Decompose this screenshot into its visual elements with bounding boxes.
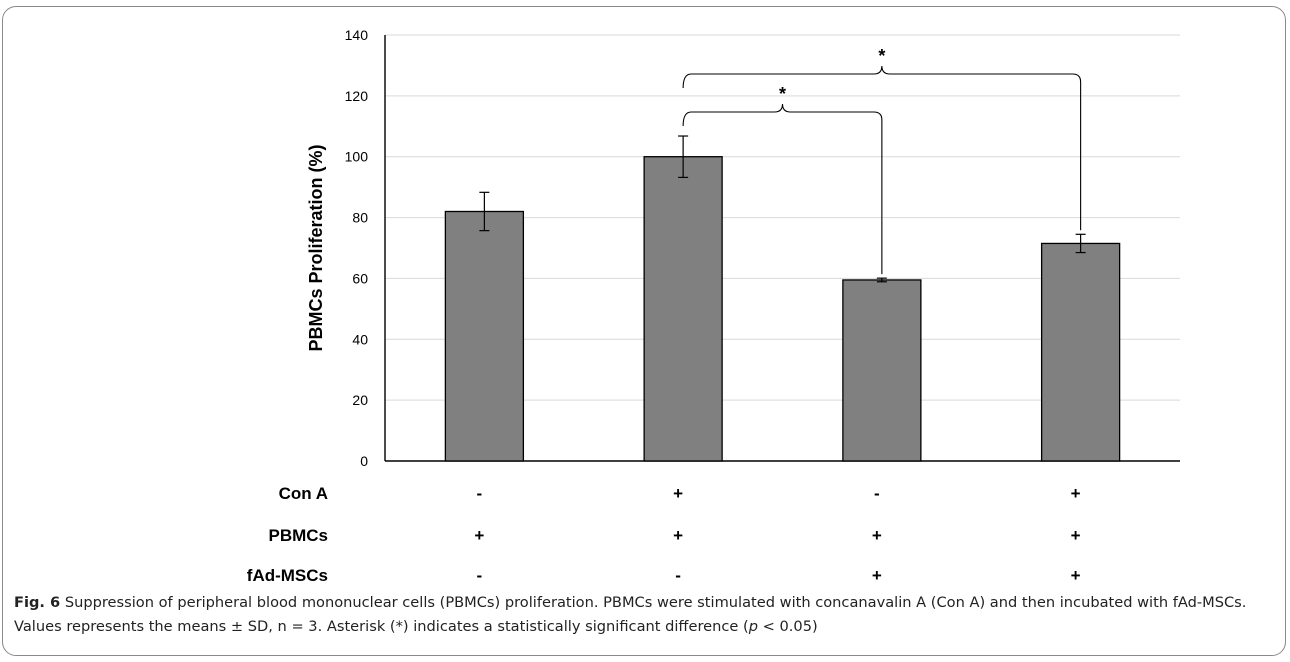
- figure-caption: Fig. 6 Suppression of peripheral blood m…: [14, 591, 1274, 639]
- significance-bracket: [682, 65, 1082, 231]
- condition-sign: +: [673, 526, 683, 545]
- y-axis-label: PBMCs Proliferation (%): [306, 144, 326, 351]
- y-tick-label: 80: [352, 210, 368, 226]
- condition-sign: +: [872, 566, 882, 585]
- significance-star: *: [878, 46, 885, 66]
- y-tick-label: 0: [360, 453, 368, 469]
- condition-sign: +: [1071, 566, 1081, 585]
- caption-text: Suppression of peripheral blood mononucl…: [14, 594, 1247, 635]
- condition-label: Con A: [279, 484, 328, 503]
- bar: [842, 279, 922, 462]
- condition-sign: +: [474, 526, 484, 545]
- condition-sign: +: [872, 526, 882, 545]
- y-tick-label: 40: [352, 331, 368, 347]
- caption-text-end: < 0.05): [757, 618, 818, 635]
- condition-sign: -: [675, 566, 681, 585]
- y-tick-label: 20: [352, 392, 368, 408]
- bar-chart: 0 20 40 60 80 100 120 140 PBMCs Proliferation (%…: [247, 27, 1180, 585]
- condition-sign: +: [1071, 526, 1081, 545]
- condition-sign: +: [1071, 484, 1081, 503]
- bar: [1040, 242, 1121, 462]
- significance-star: *: [779, 84, 786, 104]
- y-tick-label: 120: [345, 88, 369, 104]
- caption-p-symbol: p: [748, 618, 758, 635]
- condition-sign: -: [477, 484, 483, 503]
- y-tick-label: 140: [345, 27, 369, 43]
- y-tick-label: 100: [345, 149, 369, 165]
- bar: [444, 210, 525, 462]
- condition-sign: -: [874, 484, 880, 503]
- y-tick-label: 60: [352, 270, 368, 286]
- figure-label: Fig. 6: [14, 594, 61, 611]
- significance-bracket: [682, 103, 883, 275]
- bar: [643, 156, 723, 462]
- condition-label: fAd-MSCs: [247, 566, 328, 585]
- condition-sign: -: [477, 566, 483, 585]
- condition-label: PBMCs: [268, 526, 328, 545]
- figure-frame: [2, 6, 1286, 656]
- condition-sign: +: [673, 484, 683, 503]
